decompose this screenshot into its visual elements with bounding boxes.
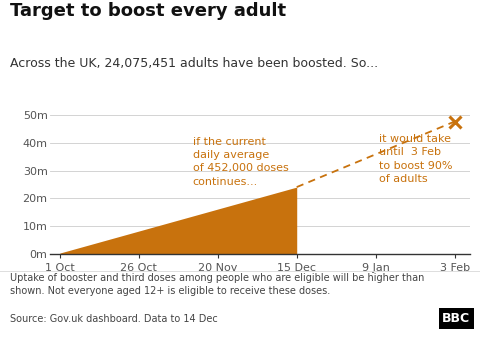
Text: Source: Gov.uk dashboard. Data to 14 Dec: Source: Gov.uk dashboard. Data to 14 Dec xyxy=(10,313,217,324)
Text: it would take
until  3 Feb
to boost 90%
of adults: it would take until 3 Feb to boost 90% o… xyxy=(379,134,452,184)
Text: if the current
daily average
of 452,000 doses
continues...: if the current daily average of 452,000 … xyxy=(192,137,288,187)
Text: Uptake of booster and third doses among people who are eligible will be higher t: Uptake of booster and third doses among … xyxy=(10,273,424,296)
Text: Across the UK, 24,075,451 adults have been boosted. So...: Across the UK, 24,075,451 adults have be… xyxy=(10,57,378,70)
Text: Target to boost every adult: Target to boost every adult xyxy=(10,2,286,20)
Text: BBC: BBC xyxy=(442,312,470,325)
